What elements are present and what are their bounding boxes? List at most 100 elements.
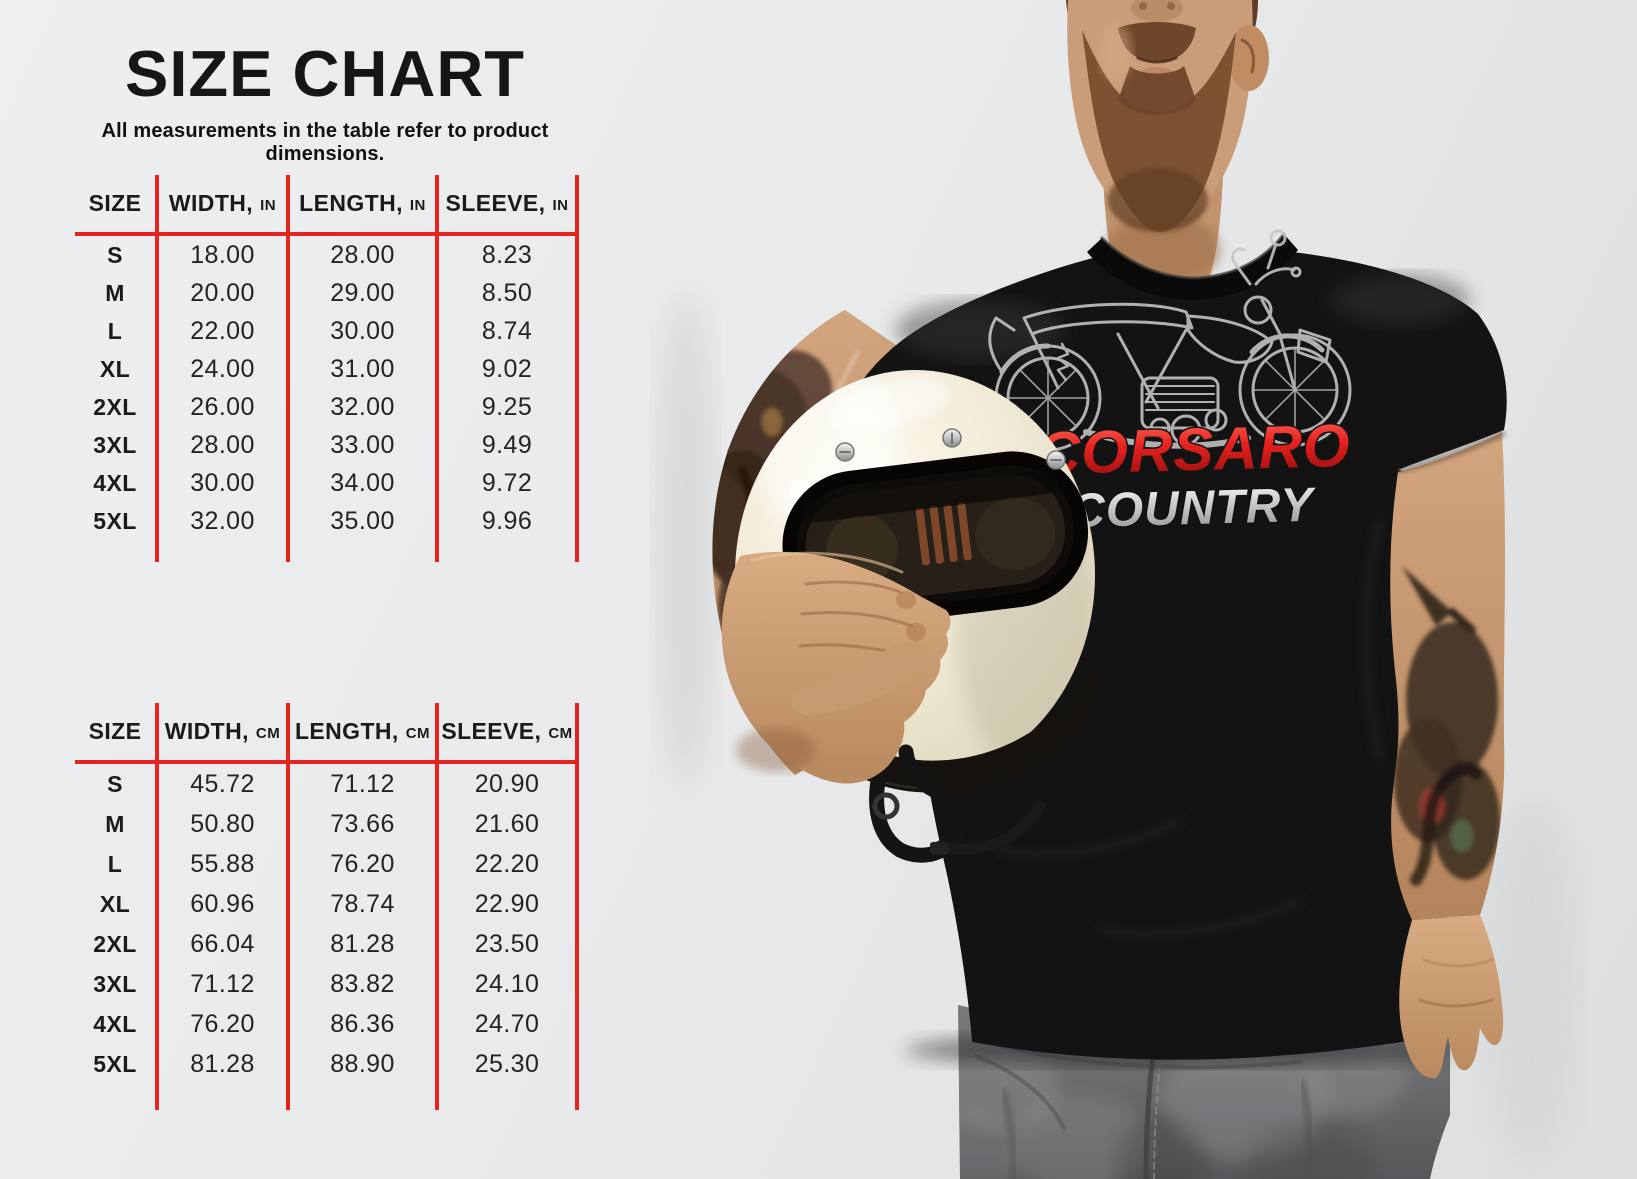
table-tail-spacer	[286, 1084, 435, 1110]
page-title: SIZE CHART	[125, 37, 525, 110]
measurement-value: 76.20	[155, 1004, 286, 1044]
measurement-value: 81.28	[286, 924, 435, 964]
size-label: 4XL	[93, 1010, 137, 1037]
shirt-brand-line1: CORSARO	[1036, 412, 1351, 487]
measurement-value: 23.50	[435, 924, 575, 964]
chart-header: SIZE CHART All measurements in the table…	[75, 37, 575, 166]
measurement-value: 9.02	[435, 350, 575, 388]
measurement-value: 9.25	[435, 388, 575, 426]
size-label: M	[105, 279, 125, 306]
measurement-value: 22.00	[155, 312, 286, 350]
thumb	[790, 641, 930, 716]
table-tail-spacer	[286, 540, 435, 562]
measurement-value: 29.00	[286, 274, 435, 312]
table-tail-spacer	[155, 540, 286, 562]
column-header-length: LENGTH, IN	[286, 175, 435, 236]
measurement-value: 32.00	[155, 502, 286, 540]
size-label: S	[107, 241, 123, 268]
column-header-width: WIDTH, IN	[155, 175, 286, 236]
measurement-value: 83.82	[286, 964, 435, 1004]
gripping-hand	[721, 551, 951, 784]
size-label: L	[107, 850, 123, 877]
measurement-value: 30.00	[286, 312, 435, 350]
column-header-width: WIDTH, CM	[155, 703, 286, 764]
measurement-value: 31.00	[286, 350, 435, 388]
measurement-value: 50.80	[155, 804, 286, 844]
measurement-value: 22.90	[435, 884, 575, 924]
measurement-value: 25.30	[435, 1044, 575, 1084]
size-label: M	[105, 810, 125, 837]
measurement-value: 24.00	[155, 350, 286, 388]
size-label: S	[107, 770, 123, 797]
jeans	[905, 1005, 1455, 1179]
size-label: XL	[99, 890, 131, 917]
measurement-value: 66.04	[155, 924, 286, 964]
measurement-value: 24.10	[435, 964, 575, 1004]
size-label: 5XL	[93, 1050, 137, 1077]
measurement-value: 35.00	[286, 502, 435, 540]
measurement-value: 73.66	[286, 804, 435, 844]
size-label: 3XL	[93, 431, 137, 458]
measurement-value: 18.00	[155, 236, 286, 274]
column-header-size: SIZE	[75, 703, 155, 764]
chin-strap	[869, 744, 1046, 863]
measurement-value: 9.96	[435, 502, 575, 540]
size-table-inches: SIZE WIDTH, IN LENGTH, IN SLEEVE, IN S 18.00 28.0…	[75, 175, 579, 562]
measurement-value: 22.20	[435, 844, 575, 884]
measurement-value: 81.28	[155, 1044, 286, 1084]
measurement-value: 30.00	[155, 464, 286, 502]
measurement-value: 20.90	[435, 764, 575, 804]
measurement-value: 86.36	[286, 1004, 435, 1044]
column-header-sleeve: SLEEVE, IN	[435, 175, 575, 236]
column-header-length: LENGTH, CM	[286, 703, 435, 764]
measurement-value: 8.23	[435, 236, 575, 274]
size-label: L	[107, 317, 123, 344]
table-tail-spacer	[435, 540, 575, 562]
measurement-value: 21.60	[435, 804, 575, 844]
collar	[1087, 234, 1298, 300]
size-label: 4XL	[93, 469, 137, 496]
rivets	[835, 428, 1066, 470]
table-tail-spacer	[155, 1084, 286, 1110]
measurement-value: 24.70	[435, 1004, 575, 1044]
size-table-centimeters: SIZE WIDTH, CM LENGTH, CM SLEEVE, CM S 45.72 71.1…	[75, 703, 579, 1110]
measurement-value: 8.74	[435, 312, 575, 350]
measurement-value: 76.20	[286, 844, 435, 884]
measurement-value: 78.74	[286, 884, 435, 924]
model-head	[1066, 0, 1269, 232]
measurement-value: 33.00	[286, 426, 435, 464]
measurement-value: 55.88	[155, 844, 286, 884]
measurement-value: 71.12	[286, 764, 435, 804]
measurement-value: 26.00	[155, 388, 286, 426]
size-label: 5XL	[93, 507, 137, 534]
measurement-value: 8.50	[435, 274, 575, 312]
shirt-print: CORSARO COUNTRY	[988, 229, 1353, 539]
size-label: XL	[99, 355, 131, 382]
measurement-value: 60.96	[155, 884, 286, 924]
model-left-arm	[1390, 430, 1506, 1079]
hanging-hand	[1399, 915, 1504, 1079]
column-header-size: SIZE	[75, 175, 155, 236]
size-label: 3XL	[93, 970, 137, 997]
measurement-value: 71.12	[155, 964, 286, 1004]
page-subtitle: All measurements in the table refer to p…	[101, 120, 549, 166]
table-tail-spacer	[435, 1084, 575, 1110]
wall-shadows	[656, 290, 1578, 1160]
measurement-value: 9.49	[435, 426, 575, 464]
tattoo-sleeve-forearm	[1394, 566, 1500, 886]
size-label: 2XL	[93, 930, 137, 957]
column-header-sleeve: SLEEVE, CM	[435, 703, 575, 764]
measurement-value: 45.72	[155, 764, 286, 804]
measurement-value: 9.72	[435, 464, 575, 502]
shirt-brand-line2: COUNTRY	[1069, 479, 1317, 538]
ear	[1229, 25, 1269, 91]
measurement-value: 20.00	[155, 274, 286, 312]
measurement-value: 28.00	[286, 236, 435, 274]
size-label: 2XL	[93, 393, 137, 420]
measurement-value: 34.00	[286, 464, 435, 502]
measurement-value: 32.00	[286, 388, 435, 426]
measurement-value: 28.00	[155, 426, 286, 464]
measurement-value: 88.90	[286, 1044, 435, 1084]
